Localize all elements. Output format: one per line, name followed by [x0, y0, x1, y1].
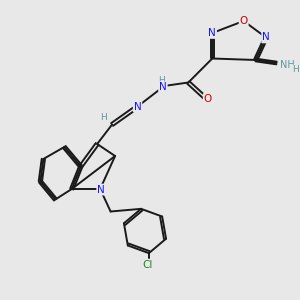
Text: N: N — [262, 32, 270, 43]
Text: O: O — [204, 94, 212, 104]
Text: N: N — [97, 184, 105, 195]
Text: NH: NH — [280, 59, 294, 70]
Text: H: H — [158, 76, 165, 85]
Text: N: N — [134, 101, 141, 112]
Text: O: O — [239, 16, 248, 26]
Text: N: N — [208, 28, 216, 38]
Text: H: H — [100, 113, 107, 122]
Text: N: N — [159, 82, 167, 92]
Text: H: H — [292, 65, 299, 74]
Text: Cl: Cl — [142, 260, 153, 270]
